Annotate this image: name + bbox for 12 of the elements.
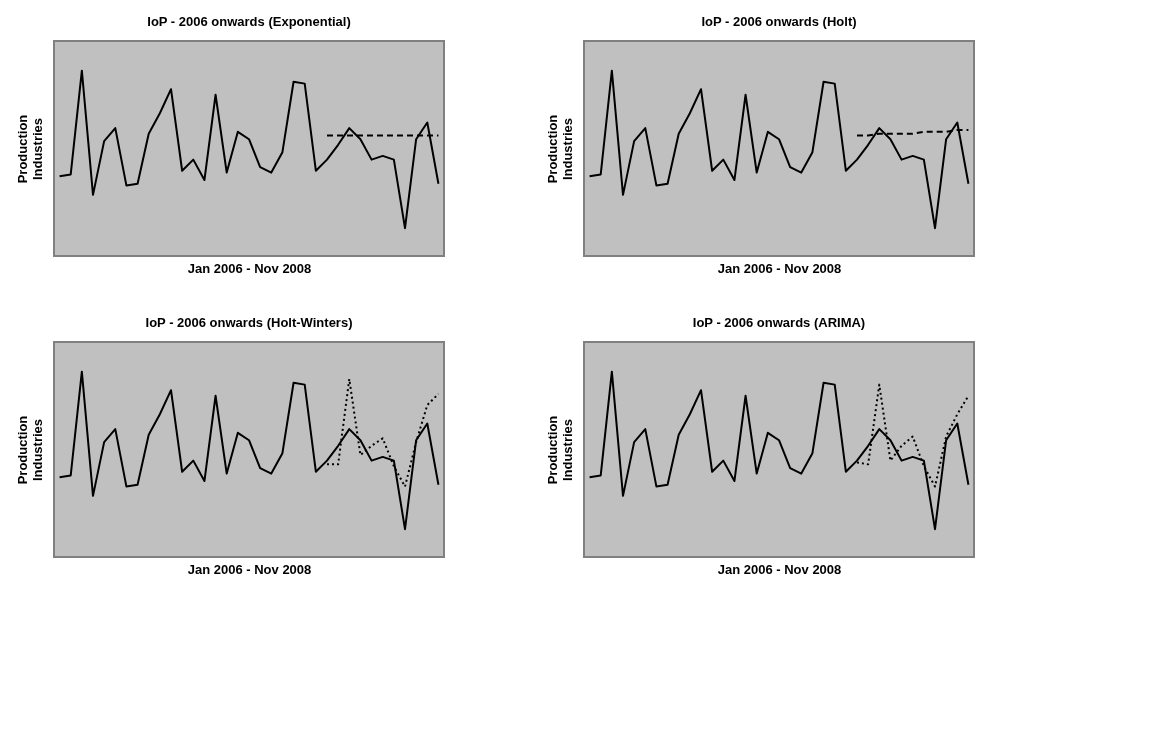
y-axis-title: Production Industries <box>14 114 45 184</box>
chart-title: IoP - 2006 onwards (ARIMA) <box>692 315 866 330</box>
x-axis-title: Jan 2006 - Nov 2008 <box>717 260 842 276</box>
x-axis-title: Jan 2006 - Nov 2008 <box>187 260 312 276</box>
y-axis-title: Production Industries <box>544 415 575 485</box>
chart-title: IoP - 2006 onwards (Holt-Winters) <box>145 315 353 330</box>
x-axis-title: Jan 2006 - Nov 2008 <box>187 561 312 577</box>
chart-title: IoP - 2006 onwards (Exponential) <box>147 14 351 29</box>
chart-title: IoP - 2006 onwards (Holt) <box>701 14 857 29</box>
y-axis-title: Production Industries <box>544 114 575 184</box>
x-axis-title: Jan 2006 - Nov 2008 <box>717 561 842 577</box>
y-axis-title: Production Industries <box>14 415 45 485</box>
